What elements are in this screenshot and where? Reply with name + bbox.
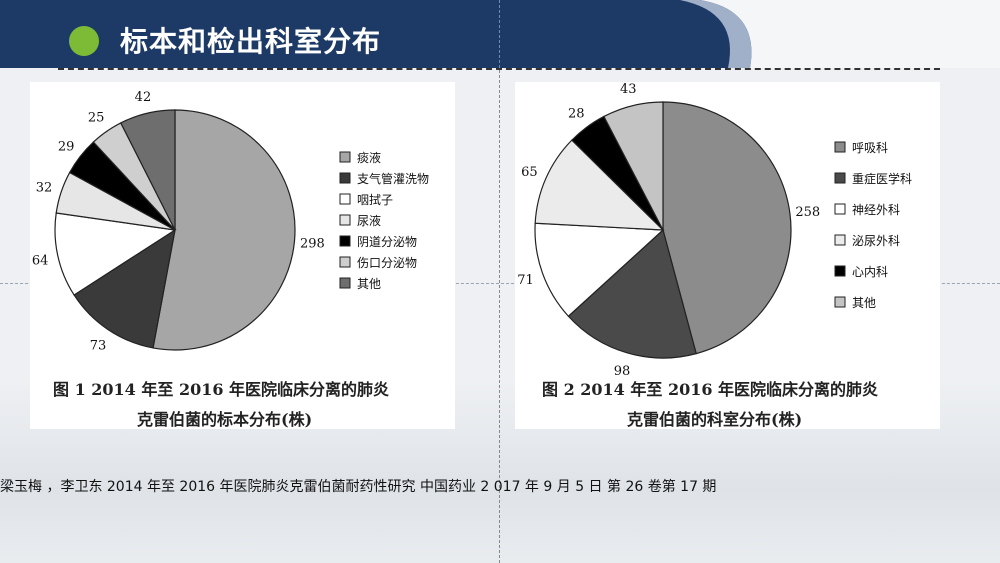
guide-horizontal (0, 283, 1000, 284)
pie0-legend-swatch-2 (339, 193, 351, 205)
slide-title: 标本和检出科室分布 (120, 25, 382, 58)
figure2-panel: 258 98 71 65 28 43 呼吸科重症医学科神经外科泌尿外科心内科其他 (515, 82, 940, 429)
pie0-slice-2 (54, 212, 177, 296)
figure2-caption-line2: 克雷伯菌的科室分布(株) (627, 410, 803, 429)
pie0-legend-label-6: 其他 (357, 277, 381, 291)
pie1-value-label-0: 258 (795, 205, 820, 220)
pie0-value-label-2: 64 (32, 253, 49, 268)
pie0-legend-swatch-1 (339, 172, 351, 184)
pie0-value-label-6: 42 (135, 90, 152, 105)
pie1-legend-swatch-3 (834, 234, 846, 246)
pie1-value-label-4: 28 (568, 107, 585, 122)
pie0-legend-swatch-3 (339, 214, 351, 226)
pie0-slice-1 (73, 228, 176, 349)
figure1-panel: 298 73 64 32 29 25 42 痰液支气管灌洗物 咽拭子尿液阴道分泌物伤口分泌物其他 (30, 82, 455, 429)
pie0-legend-label-2: 咽拭子 (357, 193, 393, 207)
pie1-slice-0 (662, 101, 792, 355)
pie1-legend-label-4: 心内科 (852, 265, 888, 279)
figure2-caption-line1: 图 2 2014 年至 2016 年医院临床分离的肺炎 (542, 380, 879, 399)
header-swoosh (680, 0, 1000, 68)
pie0-legend-label-1: 支气管灌洗物 (357, 171, 429, 186)
pie0-legend-swatch-5 (339, 256, 351, 268)
pie0-slice-6 (119, 109, 176, 231)
guide-vertical (499, 0, 500, 563)
pie1-legend-label-5: 其他 (852, 296, 876, 310)
pie0-value-label-5: 25 (88, 111, 105, 126)
pie0-value-label-3: 32 (36, 180, 53, 195)
pie1-legend-label-1: 重症医学科 (852, 171, 912, 186)
pie0-legend-label-0: 痰液 (357, 150, 381, 165)
pie0-value-label-1: 73 (90, 339, 107, 354)
pie1-legend-swatch-0 (834, 141, 846, 153)
pie1-slice-2 (534, 222, 665, 318)
pie1-slice-3 (534, 139, 665, 231)
pie1-legend-swatch-2 (834, 203, 846, 215)
pie1-legend-swatch-1 (834, 172, 846, 184)
bullet-dot (69, 26, 99, 56)
figure1-caption-line1: 图 1 2014 年至 2016 年医院临床分离的肺炎 (53, 380, 390, 399)
reference-citation: 梁玉梅 ，李卫东 2014 年至 2016 年医院肺炎克雷伯菌耐药性研究 中国药… (0, 479, 717, 495)
pie1-legend-swatch-5 (834, 296, 846, 308)
pie1-value-label-3: 65 (521, 165, 538, 180)
pie1-slice-1 (567, 228, 697, 359)
pie0-legend-swatch-0 (339, 151, 351, 163)
pie1-legend-label-3: 泌尿外科 (852, 234, 900, 248)
pie0-value-label-0: 298 (300, 237, 325, 252)
pie1-slice-5 (603, 101, 664, 231)
pie0-legend-label-5: 伤口分泌物 (357, 256, 417, 270)
pie0-legend-swatch-4 (339, 235, 351, 247)
pie0-value-label-4: 29 (58, 139, 75, 154)
pie1-legend-swatch-4 (834, 265, 846, 277)
pie1-value-label-2: 71 (517, 273, 534, 288)
pie0-slice-0 (152, 109, 296, 351)
slide-header: 标本和检出科室分布 (0, 0, 1000, 68)
pie0-legend-label-3: 尿液 (357, 213, 381, 228)
pie1-value-label-1: 98 (614, 364, 631, 379)
pie0-legend-label-4: 阴道分泌物 (357, 235, 417, 249)
header-divider (58, 68, 940, 70)
pie1-value-label-5: 43 (620, 82, 637, 97)
pie1-legend-label-0: 呼吸科 (852, 141, 888, 155)
pie0-legend-swatch-6 (339, 277, 351, 289)
figure1-caption-line2: 克雷伯菌的标本分布(株) (137, 410, 313, 429)
pie1-legend-label-2: 神经外科 (852, 203, 900, 217)
